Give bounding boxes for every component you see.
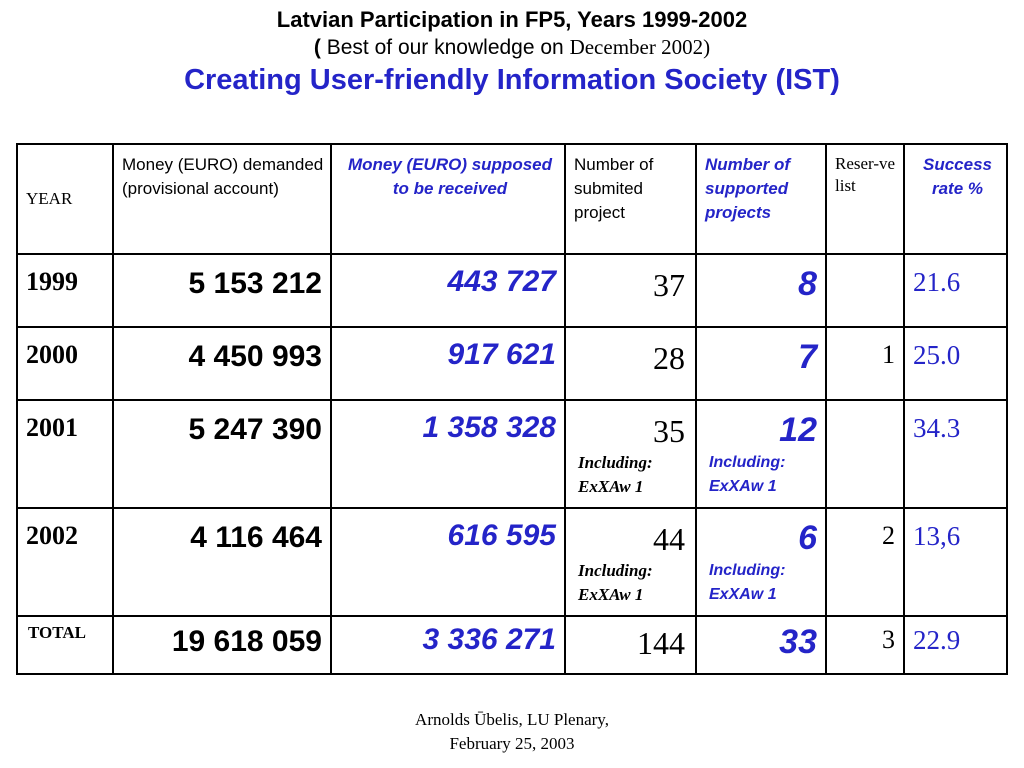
cell-submitted: 35 Including: ExXAw 1 [564,399,697,509]
submitted-note-value: ExXAw 1 [578,477,644,496]
subtitle: ( Best of our knowledge on December 2002… [0,34,1024,61]
footer-author: Arnolds Ūbelis, LU Plenary, [415,710,609,729]
main-title: Latvian Participation in FP5, Years 1999… [276,7,748,32]
cell-money-demanded: 4 450 993 [112,326,332,401]
cell-rate: 34.3 [903,399,1008,509]
table-row: 1999 5 153 212 443 727 37 8 21.6 [16,253,1008,328]
table-row: 2001 5 247 390 1 358 328 35 Including: E… [16,399,1008,509]
total-row: TOTAL 19 618 059 3 336 271 144 33 3 22.9 [16,615,1008,675]
cell-money-demanded: 5 247 390 [112,399,332,509]
cell-total-money-demanded: 19 618 059 [112,615,332,675]
cell-submitted: 28 [564,326,697,401]
table-row: 2002 4 116 464 616 595 44 Including: ExX… [16,507,1008,617]
submitted-count: 44 [653,521,685,557]
header-supported: Number of supported projects [695,143,827,255]
cell-submitted: 44 Including: ExXAw 1 [564,507,697,617]
subtitle-open: ( [313,36,327,59]
submitted-count: 35 [653,413,685,449]
cell-year: 2000 [16,326,114,401]
cell-total-supported: 33 [695,615,827,675]
cell-submitted: 37 [564,253,697,328]
cell-total-money-received: 3 336 271 [330,615,566,675]
supported-note-label: Including: [709,454,786,471]
supported-count: 12 [779,411,817,449]
supported-note-label: Including: [709,562,786,579]
header-money-demanded: Money (EURO) demanded (provisional accou… [112,143,332,255]
cell-year: 2001 [16,399,114,509]
cell-money-received: 1 358 328 [330,399,566,509]
submitted-note-label: Including: [578,453,653,472]
cell-year: 2002 [16,507,114,617]
subtitle-month: December [569,35,656,59]
cell-supported: 7 [695,326,827,401]
footer: Arnolds Ūbelis, LU Plenary, February 25,… [0,708,1024,756]
cell-total-reserve: 3 [825,615,905,675]
cell-rate: 25.0 [903,326,1008,401]
supported-note-value: ExXAw 1 [709,478,777,495]
cell-total-submitted: 144 [564,615,697,675]
cell-reserve [825,253,905,328]
supported-note-value: ExXAw 1 [709,586,777,603]
section-title: Creating User-friendly Information Socie… [184,64,840,96]
cell-total-rate: 22.9 [903,615,1008,675]
header-reserve: Reser-ve list [825,143,905,255]
participation-table: YEAR Money (EURO) demanded (provisional … [16,143,1008,675]
cell-year: 1999 [16,253,114,328]
footer-date: February 25, 2003 [449,734,575,753]
cell-reserve [825,399,905,509]
cell-money-received: 917 621 [330,326,566,401]
header-year: YEAR [16,143,114,255]
title-block: Latvian Participation in FP5, Years 1999… [0,6,1024,99]
cell-supported: 8 [695,253,827,328]
cell-reserve: 1 [825,326,905,401]
cell-money-demanded: 5 153 212 [112,253,332,328]
header-row: YEAR Money (EURO) demanded (provisional … [16,143,1008,255]
cell-rate: 13,6 [903,507,1008,617]
supported-count: 6 [798,519,817,557]
cell-supported: 12 Including: ExXAw 1 [695,399,827,509]
submitted-note-label: Including: [578,561,653,580]
cell-money-demanded: 4 116 464 [112,507,332,617]
subtitle-year: 2002) [655,35,711,59]
header-submitted: Number of submited project [564,143,697,255]
header-success-rate: Success rate % [903,143,1008,255]
cell-supported: 6 Including: ExXAw 1 [695,507,827,617]
cell-total-label: TOTAL [16,615,114,675]
cell-rate: 21.6 [903,253,1008,328]
submitted-note-value: ExXAw 1 [578,585,644,604]
subtitle-text: Best of our knowledge on [326,36,570,59]
cell-reserve: 2 [825,507,905,617]
cell-money-received: 616 595 [330,507,566,617]
cell-money-received: 443 727 [330,253,566,328]
header-money-received: Money (EURO) supposed to be received [330,143,566,255]
table-row: 2000 4 450 993 917 621 28 7 1 25.0 [16,326,1008,401]
